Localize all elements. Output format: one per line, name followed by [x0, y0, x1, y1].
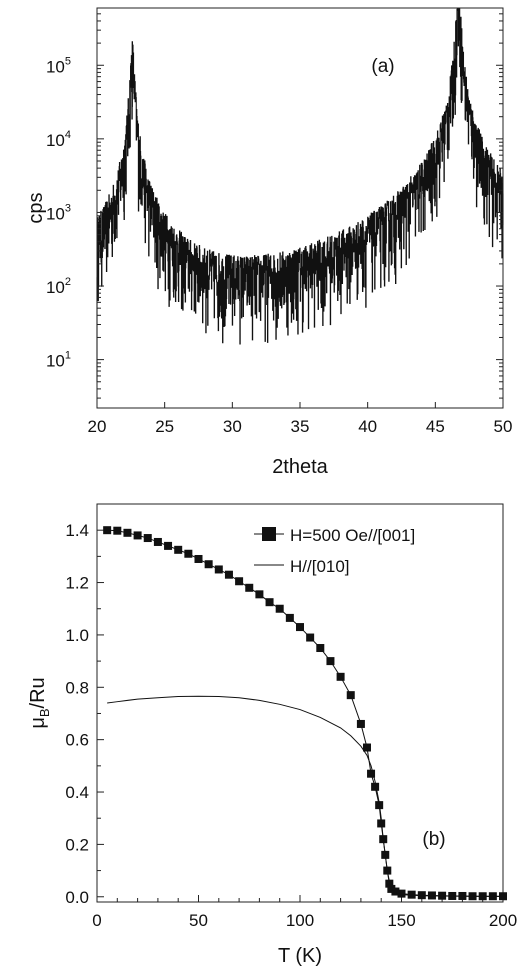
- series-1-point: [184, 549, 193, 558]
- panel-b-y-axis-label: μB/Ru: [27, 677, 52, 728]
- y-tick-label: 101: [46, 350, 71, 371]
- y-tick-exponent: 2: [65, 276, 71, 288]
- legend-label-series-2: H//[010]: [290, 557, 350, 576]
- series-1-point: [316, 644, 325, 653]
- x-tick-label: 50: [189, 911, 208, 930]
- series-1-point: [123, 528, 132, 537]
- y-tick-label: 0.6: [65, 731, 89, 750]
- y-tick-label: 0.8: [65, 678, 89, 697]
- series-1-point: [285, 613, 294, 622]
- series-1-point: [194, 554, 203, 563]
- series-1-point: [103, 526, 112, 535]
- series-1-point: [377, 819, 386, 828]
- series-1-point: [275, 604, 284, 613]
- series-1-point: [367, 769, 376, 778]
- series-1-point: [113, 526, 122, 535]
- y-tick-label: 105: [46, 55, 71, 76]
- series-1-point: [214, 565, 223, 574]
- x-tick-label: 35: [291, 417, 310, 436]
- series-2-line: [107, 695, 504, 897]
- y-tick-base: 10: [46, 204, 65, 223]
- y-tick-exponent: 3: [65, 202, 71, 214]
- y-tick-label: 1.0: [65, 626, 89, 645]
- y-axis-label-subscript: B: [37, 708, 52, 717]
- series-1-point: [133, 531, 142, 540]
- series-1-point: [397, 889, 406, 898]
- y-axis-label-mu: μ: [27, 717, 49, 729]
- series-1-point: [371, 782, 380, 791]
- x-tick-label: 150: [387, 911, 415, 930]
- y-tick-exponent: 5: [65, 55, 71, 67]
- series-1-point: [417, 891, 426, 900]
- series-1-point: [235, 577, 244, 586]
- series-1-point: [174, 545, 183, 554]
- series-1-point: [391, 887, 400, 896]
- y-tick-exponent: 4: [65, 129, 71, 141]
- y-tick-label: 104: [46, 129, 71, 150]
- series-1-point: [385, 879, 394, 888]
- panel-a-x-axis-label: 2theta: [272, 456, 328, 478]
- x-tick-label: 0: [92, 911, 101, 930]
- y-tick-base: 10: [46, 352, 65, 371]
- y-axis-label-tail: /Ru: [27, 677, 49, 708]
- series-1-point: [143, 534, 152, 543]
- series-1-point: [265, 598, 274, 607]
- x-tick-label: 200: [489, 911, 517, 930]
- y-tick-label: 0.2: [65, 835, 89, 854]
- series-1-point: [306, 633, 315, 642]
- panel-b-y-ticks: 0.0 0.2 0.4 0.6 0.8 1.0 1.2 1.4: [65, 503, 104, 907]
- series-1-point: [356, 719, 365, 728]
- legend: H=500 Oe//[001] H//[010]: [254, 526, 415, 576]
- series-1-point: [255, 590, 264, 599]
- x-tick-label: 45: [426, 417, 445, 436]
- x-tick-label: 40: [358, 417, 377, 436]
- y-tick-label: 1.2: [65, 574, 89, 593]
- panel-b: 0 50 100 150 200 0.0 0.2 0.4 0.6 0.8 1.0 1.2 1.4 H=…: [27, 503, 517, 967]
- series-1-point: [164, 541, 173, 550]
- series-1-point: [336, 672, 345, 681]
- panel-a-data: [96, 7, 504, 382]
- panel-b-x-ticks: 0 50 100 150 200: [92, 895, 517, 930]
- x-tick-label: 30: [223, 417, 242, 436]
- panel-b-data: [103, 526, 507, 901]
- series-1-point: [204, 560, 213, 569]
- y-tick-label: 1.4: [65, 521, 89, 540]
- series-1-point: [245, 583, 254, 592]
- y-tick-exponent: 1: [65, 350, 71, 362]
- panel-b-label: (b): [422, 829, 445, 850]
- diffraction-trace: [96, 7, 504, 382]
- y-tick-base: 10: [46, 57, 65, 76]
- y-tick-label: 0.4: [65, 783, 89, 802]
- panel-a-y-axis-label: cps: [25, 192, 47, 223]
- panel-a-label: (a): [371, 56, 394, 77]
- series-1-point: [153, 537, 162, 546]
- x-tick-label: 100: [286, 911, 314, 930]
- x-tick-label: 25: [155, 417, 174, 436]
- legend-label-series-1: H=500 Oe//[001]: [290, 526, 415, 545]
- series-1-point: [224, 570, 233, 579]
- series-1-point: [362, 743, 371, 752]
- y-tick-base: 10: [46, 278, 65, 297]
- y-tick-label: 0.0: [65, 888, 89, 907]
- panel-a-x-ticks: 20 25 30 35 40 45 50: [88, 402, 513, 436]
- x-tick-label: 20: [88, 417, 107, 436]
- y-tick-label: 103: [46, 202, 71, 223]
- panel-b-x-axis-label: T (K): [278, 945, 322, 967]
- series-1-point: [346, 691, 355, 700]
- y-tick-label: 102: [46, 276, 71, 297]
- series-1-point: [326, 657, 335, 666]
- x-tick-label: 50: [494, 417, 513, 436]
- series-1-point: [407, 890, 416, 899]
- y-tick-base: 10: [46, 131, 65, 150]
- series-1-point: [296, 623, 304, 632]
